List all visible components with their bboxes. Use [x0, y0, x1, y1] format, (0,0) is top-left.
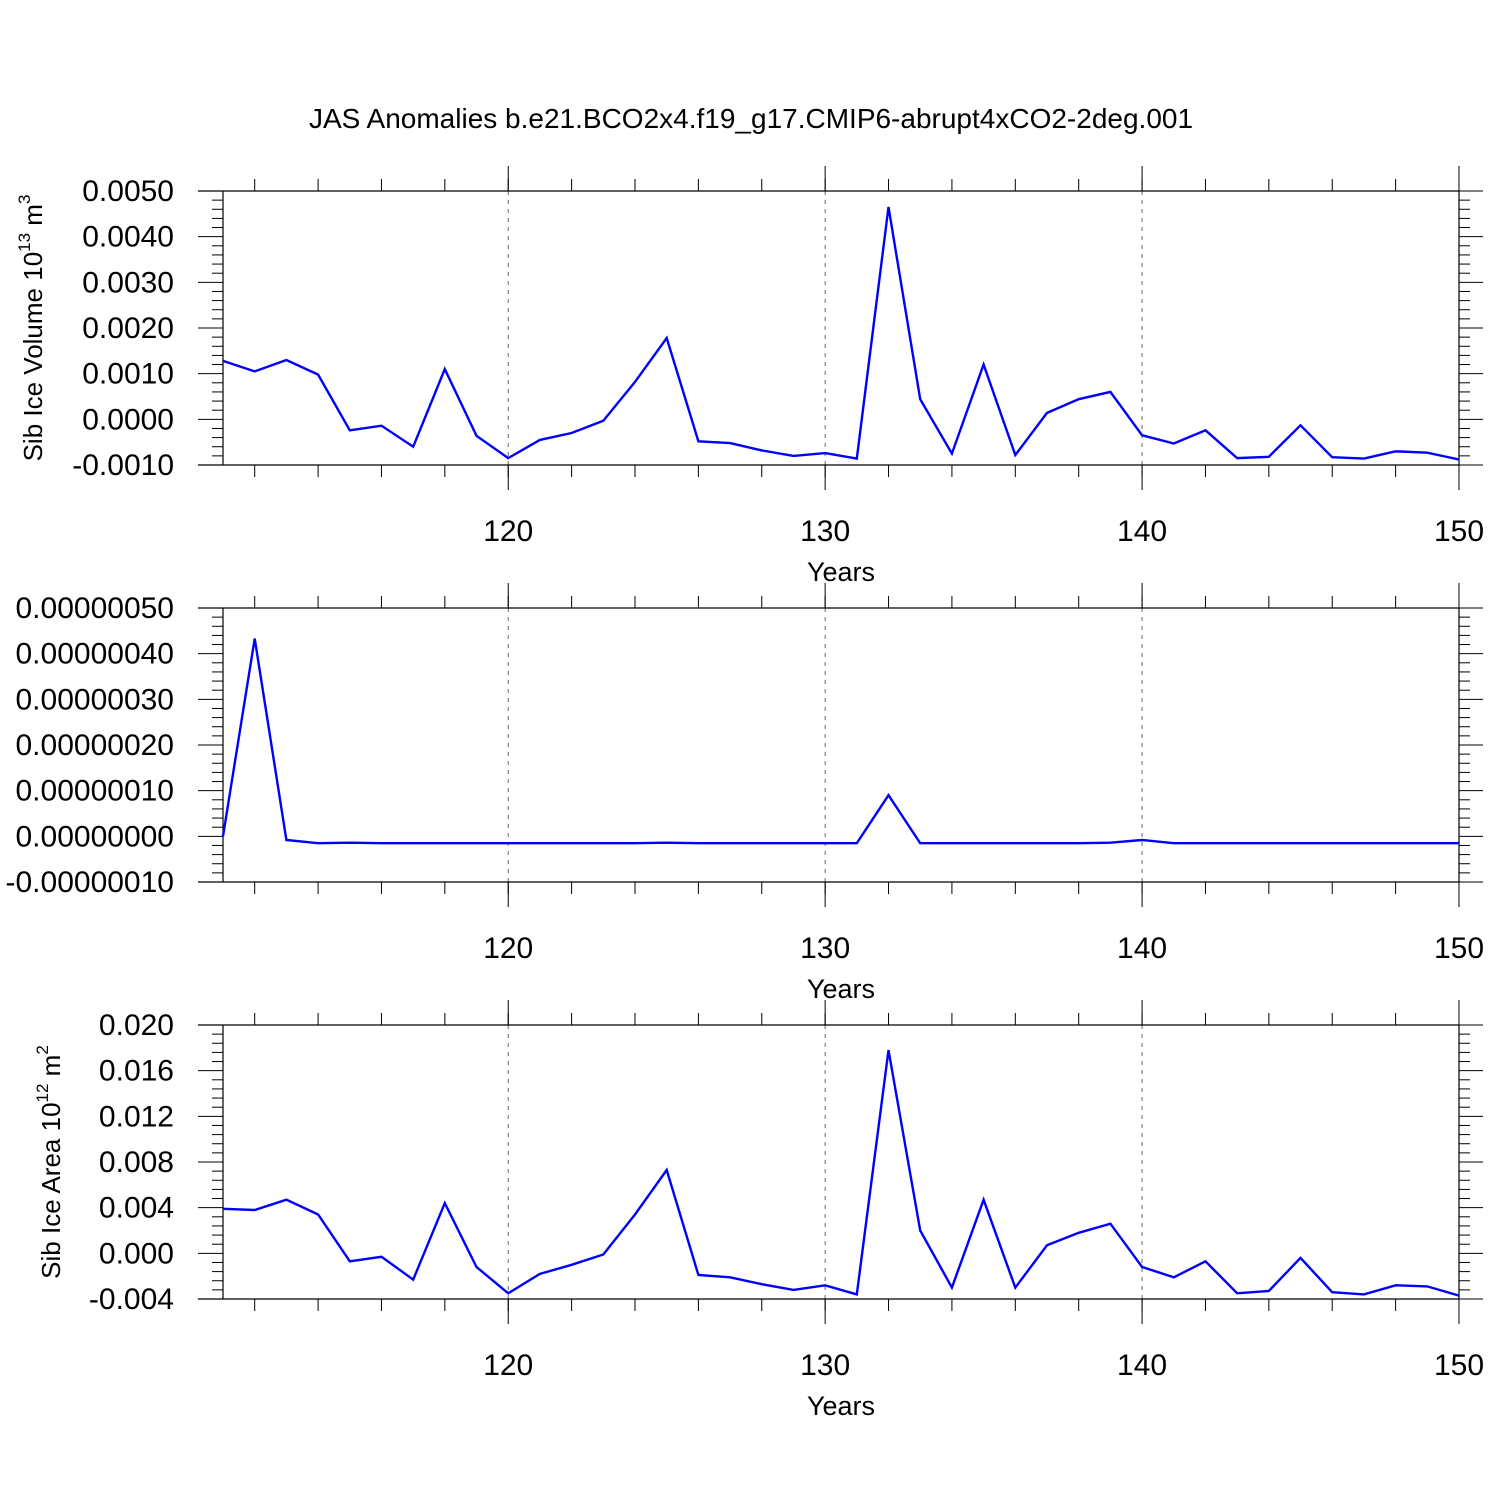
y-tick-label: 0.00000020 [16, 729, 175, 762]
y-tick-label: 0.020 [99, 1009, 174, 1042]
x-tick-label: 120 [483, 932, 533, 965]
chart-panel-3: -0.004 0.000 0.004 0.008 0.012 0.016 0.020 120 1… [33, 1000, 1484, 1421]
y-tick-label: 0.016 [99, 1055, 174, 1088]
series-line-1 [222, 206, 1460, 461]
y-tick-label: 0.00000050 [16, 592, 175, 625]
figure-title: JAS Anomalies b.e21.BCO2x4.f19_g17.CMIP6… [309, 103, 1193, 134]
y-tick-label: 0.012 [99, 1100, 174, 1133]
y-axis-label-unit-exponent: 2 [33, 1045, 52, 1054]
y-axis-label-unit: m [18, 204, 48, 233]
y-tick-label: 0.0010 [82, 358, 174, 391]
y-tick-label: 0.0020 [82, 312, 174, 345]
series-line-1 [222, 1049, 1460, 1297]
x-axis-label: Years [807, 974, 875, 1004]
x-tick-label: 150 [1434, 515, 1484, 548]
y-axis-label-exponent: 13 [15, 233, 34, 252]
chart-panel-1: -0.0010 0.0000 0.0010 0.0020 0.0030 0.0040 0.0… [15, 166, 1484, 587]
x-tick-label: 120 [483, 1349, 533, 1382]
x-tick-label: 150 [1434, 1349, 1484, 1382]
y-tick-label: 0.000 [99, 1237, 174, 1270]
x-tick-label: 150 [1434, 932, 1484, 965]
y-tick-label: 0.00000040 [16, 638, 175, 671]
x-tick-label: 120 [483, 515, 533, 548]
y-axis-label-main: Sib Ice Area 10 [36, 1102, 66, 1278]
y-tick-label: 0.0050 [82, 175, 174, 208]
y-tick-label: 0.00000000 [16, 820, 175, 853]
y-axis-label-unit: m [36, 1055, 66, 1084]
y-tick-label: 0.0040 [82, 221, 174, 254]
y-axis-label: Sib Ice Volume 1013 m3 [15, 195, 48, 462]
x-tick-label: 140 [1117, 932, 1167, 965]
chart-panels: -0.0010 0.0000 0.0010 0.0020 0.0030 0.0040 0.0… [6, 166, 1484, 1421]
y-axis-label-exponent: 12 [33, 1084, 52, 1103]
y-tick-label: 0.008 [99, 1146, 174, 1179]
y-axis-label-unit-exponent: 3 [15, 195, 34, 204]
x-tick-label: 130 [800, 932, 850, 965]
x-tick-label: 140 [1117, 515, 1167, 548]
y-tick-label: 0.004 [99, 1192, 174, 1225]
y-axis-label-main: Sib Ice Volume 10 [18, 252, 48, 462]
y-tick-label: -0.0010 [72, 449, 174, 482]
x-axis-label: Years [807, 557, 875, 587]
y-tick-label: -0.00000010 [6, 866, 175, 899]
series-line-1 [221, 638, 1459, 845]
x-tick-label: 130 [800, 1349, 850, 1382]
chart-panel-2: -0.00000010 0.00000000 0.00000010 0.0000002… [6, 583, 1484, 1004]
y-tick-label: -0.004 [89, 1283, 174, 1316]
y-tick-label: 0.00000030 [16, 683, 175, 716]
y-tick-label: 0.00000010 [16, 775, 175, 808]
y-tick-label: 0.0000 [82, 403, 174, 436]
y-axis-label: Sib Ice Area 1012 m2 [33, 1045, 66, 1279]
x-tick-label: 130 [800, 515, 850, 548]
y-tick-label: 0.0030 [82, 266, 174, 299]
x-tick-label: 140 [1117, 1349, 1167, 1382]
x-axis-label: Years [807, 1391, 875, 1421]
